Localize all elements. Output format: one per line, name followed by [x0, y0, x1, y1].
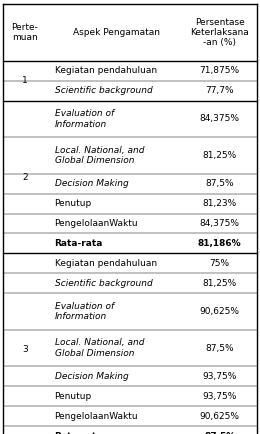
Text: 2: 2: [22, 173, 28, 181]
Text: Persentase
Keterlaksana
-an (%): Persentase Keterlaksana -an (%): [190, 18, 249, 47]
Text: 81,186%: 81,186%: [198, 239, 242, 248]
Text: Rata-rata: Rata-rata: [55, 432, 103, 434]
Text: Scientific background: Scientific background: [55, 86, 152, 95]
Text: Rata-rata: Rata-rata: [55, 239, 103, 248]
Text: Local. National, and
Global Dimension: Local. National, and Global Dimension: [55, 146, 144, 165]
Text: Kegiatan pendahuluan: Kegiatan pendahuluan: [55, 66, 157, 75]
Text: 81,25%: 81,25%: [203, 151, 237, 160]
Text: Decision Making: Decision Making: [55, 179, 128, 188]
Text: Kegiatan pendahuluan: Kegiatan pendahuluan: [55, 259, 157, 268]
Text: 87,5%: 87,5%: [204, 432, 235, 434]
Text: Penutup: Penutup: [55, 199, 92, 208]
Text: 93,75%: 93,75%: [203, 392, 237, 401]
Text: 1: 1: [22, 76, 28, 85]
Text: Penutup: Penutup: [55, 392, 92, 401]
Text: 3: 3: [22, 345, 28, 354]
Text: Scientific background: Scientific background: [55, 279, 152, 288]
Text: 87,5%: 87,5%: [205, 179, 234, 188]
Text: Evaluation of
Information: Evaluation of Information: [55, 302, 114, 321]
Text: 84,375%: 84,375%: [200, 219, 240, 228]
Text: 81,23%: 81,23%: [203, 199, 237, 208]
Text: PengelolaanWaktu: PengelolaanWaktu: [55, 412, 138, 421]
Text: Evaluation of
Information: Evaluation of Information: [55, 109, 114, 128]
Text: 90,625%: 90,625%: [200, 307, 240, 316]
Text: 93,75%: 93,75%: [203, 372, 237, 381]
Text: 81,25%: 81,25%: [203, 279, 237, 288]
Text: Local. National, and
Global Dimension: Local. National, and Global Dimension: [55, 339, 144, 358]
Text: Decision Making: Decision Making: [55, 372, 128, 381]
Text: PengelolaanWaktu: PengelolaanWaktu: [55, 219, 138, 228]
Text: 71,875%: 71,875%: [200, 66, 240, 75]
Text: 90,625%: 90,625%: [200, 412, 240, 421]
Text: 75%: 75%: [210, 259, 230, 268]
Text: 77,7%: 77,7%: [205, 86, 234, 95]
Text: Perte-
muan: Perte- muan: [11, 23, 38, 42]
Text: 87,5%: 87,5%: [205, 344, 234, 352]
Text: Aspek Pengamatan: Aspek Pengamatan: [74, 28, 160, 37]
Text: 84,375%: 84,375%: [200, 115, 240, 123]
